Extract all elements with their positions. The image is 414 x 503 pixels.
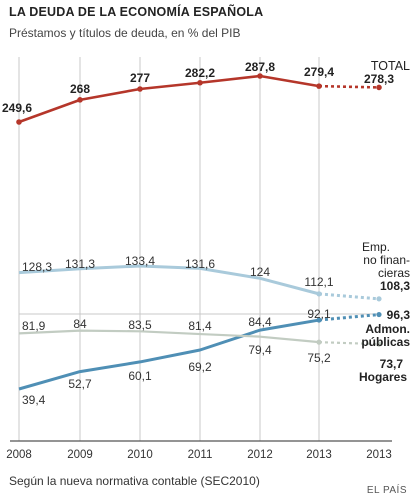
data-point (316, 339, 322, 345)
data-label: 277 (130, 71, 150, 85)
data-point (197, 79, 203, 86)
data-point (316, 291, 322, 297)
data-label: 128,3 (22, 260, 52, 274)
data-label: 84,4 (248, 315, 272, 329)
data-label: 279,4 (304, 65, 334, 79)
data-label: cieras (378, 266, 410, 280)
data-label: 124 (250, 265, 270, 279)
data-label: 60,1 (128, 369, 152, 383)
series-line-projection (318, 292, 380, 301)
data-point (316, 317, 322, 323)
data-point (77, 97, 83, 103)
data-label: TOTAL (371, 59, 410, 73)
data-label: 131,6 (185, 257, 215, 271)
series-line (18, 329, 320, 344)
chart-title: LA DEUDA DE LA ECONOMÍA ESPAÑOLA (9, 5, 264, 19)
data-label: no finan- (363, 253, 410, 267)
data-label: 131,3 (65, 257, 95, 271)
data-label: 112,1 (304, 275, 333, 289)
x-tick-label: 2008 (6, 449, 32, 461)
data-point (376, 84, 382, 91)
data-label: 81,4 (188, 319, 212, 333)
data-point (316, 83, 322, 89)
data-label: 83,5 (128, 318, 152, 332)
series-line-projection (318, 84, 380, 89)
data-label: públicas (361, 335, 410, 349)
data-point (376, 296, 382, 302)
x-tick-label: 2013 (306, 449, 332, 461)
data-label: 69,2 (188, 360, 212, 374)
data-label: 92,1 (307, 307, 331, 321)
x-tick-label: 2012 (247, 449, 273, 461)
source-credit: EL PAÍS (366, 485, 407, 496)
data-point (137, 86, 143, 92)
data-label: 249,6 (2, 101, 32, 115)
data-label: Admon. (365, 322, 410, 336)
x-tick-label: 2013 (366, 449, 392, 461)
data-label: Hogares (359, 370, 407, 384)
chart-subtitle: Préstamos y títulos de deuda, en % del P… (9, 26, 241, 40)
x-tick-label: 2009 (67, 449, 93, 461)
data-point (257, 73, 263, 79)
data-label: 75,2 (307, 351, 331, 365)
data-point (376, 341, 382, 347)
data-label: 79,4 (248, 343, 272, 357)
x-tick-label: 2010 (127, 449, 153, 461)
methodology-note: Según la nueva normativa contable (SEC20… (9, 474, 260, 488)
data-point (16, 119, 22, 125)
series-line (18, 264, 320, 296)
data-label: 108,3 (380, 279, 410, 293)
data-label: 287,8 (245, 60, 275, 74)
data-label: 133,4 (125, 254, 155, 268)
data-label: 39,4 (22, 393, 46, 407)
data-point (376, 311, 382, 318)
series-line (18, 318, 320, 391)
series-line-projection (318, 313, 380, 322)
data-label: 268 (70, 82, 90, 96)
data-label: 52,7 (68, 377, 92, 391)
data-label: Emp. (362, 240, 390, 254)
data-label: 73,7 (380, 357, 404, 371)
data-label: 96,3 (387, 308, 411, 322)
series-line-projection (318, 341, 380, 346)
data-label: 81,9 (22, 319, 46, 333)
series-line (18, 74, 320, 124)
data-label: 282,2 (185, 66, 215, 80)
data-label: 278,3 (364, 72, 394, 86)
data-label: 84 (73, 317, 87, 331)
x-tick-label: 2011 (188, 449, 213, 461)
